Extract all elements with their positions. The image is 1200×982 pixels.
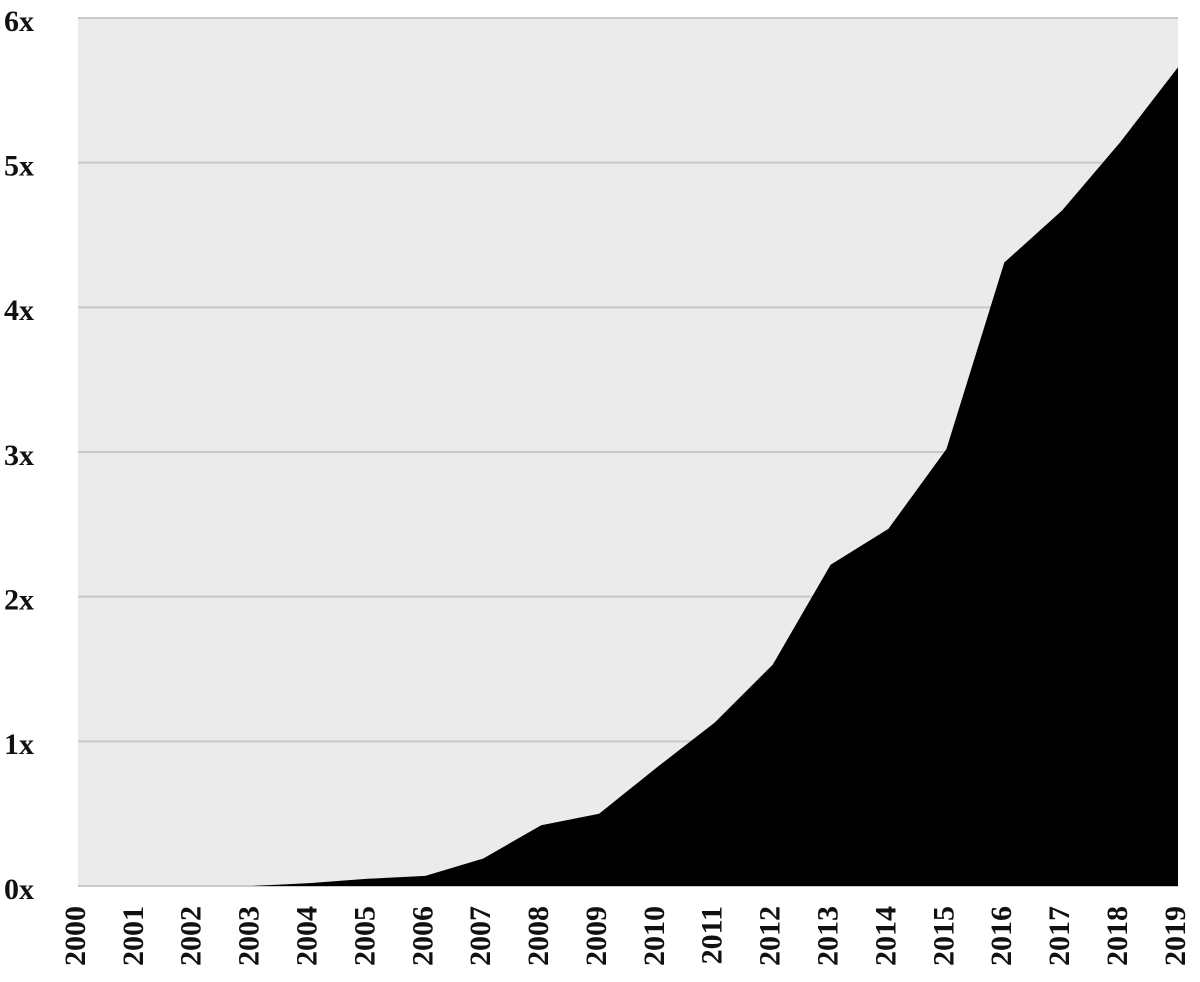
x-tick-label: 2012	[754, 906, 787, 966]
x-tick-label: 2009	[580, 906, 613, 966]
y-tick-label: 1x	[4, 728, 34, 761]
x-tick-label: 2005	[348, 906, 381, 966]
x-tick-label: 2019	[1159, 906, 1192, 966]
x-tick-label: 2004	[290, 906, 323, 966]
y-tick-label: 3x	[4, 439, 34, 472]
x-tick-label: 2006	[406, 906, 439, 966]
x-tick-label: 2015	[927, 906, 960, 966]
x-tick-label: 2007	[464, 906, 497, 966]
area	[78, 67, 1178, 886]
x-tick-label: 2008	[522, 906, 555, 966]
x-tick-label: 2011	[696, 906, 729, 964]
x-tick-label: 2003	[233, 906, 266, 966]
y-tick-label: 2x	[4, 584, 34, 617]
x-tick-label: 2016	[985, 906, 1018, 966]
x-tick-label: 2010	[638, 906, 671, 966]
x-tick-label: 2013	[812, 906, 845, 966]
x-tick-label: 2000	[59, 906, 92, 966]
x-tick-label: 2001	[117, 906, 150, 966]
x-tick-label: 2018	[1101, 906, 1134, 966]
x-tick-label: 2017	[1043, 906, 1076, 966]
x-tick-label: 2014	[869, 906, 902, 966]
y-tick-label: 4x	[4, 294, 34, 327]
y-tick-label: 5x	[4, 150, 34, 183]
y-tick-label: 0x	[4, 873, 34, 906]
y-tick-label: 6x	[4, 5, 34, 38]
x-tick-label: 2002	[175, 906, 208, 966]
